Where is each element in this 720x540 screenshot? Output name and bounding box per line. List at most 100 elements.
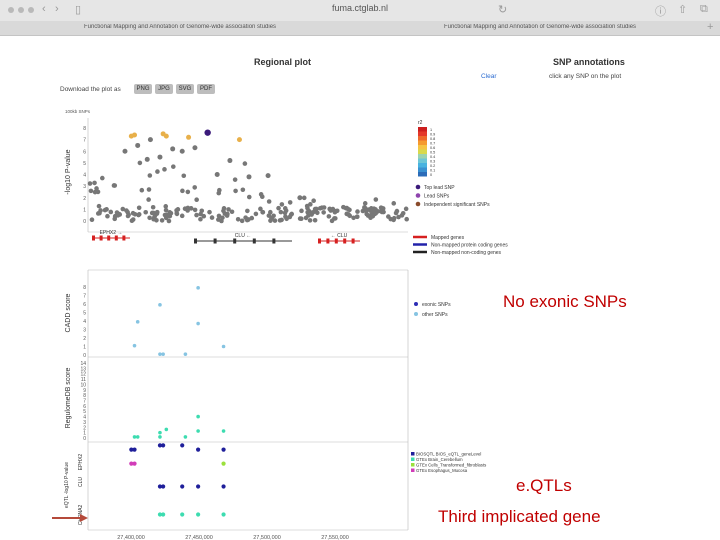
eqtl-point[interactable] — [157, 512, 163, 517]
snp-point[interactable] — [354, 214, 360, 220]
snp-point[interactable] — [147, 215, 152, 221]
snp-point[interactable] — [239, 218, 245, 224]
pvalue-snp-point[interactable] — [122, 148, 128, 154]
snp-point[interactable] — [245, 208, 250, 214]
snp-point[interactable] — [92, 189, 98, 195]
snp-point[interactable] — [120, 206, 126, 212]
snp-point[interactable] — [188, 206, 194, 211]
snp-point[interactable] — [344, 205, 350, 211]
snp-point[interactable] — [332, 208, 337, 214]
tab-fuma-1[interactable]: Functional Mapping and Annotation of Gen… — [83, 24, 277, 30]
window-close-button[interactable] — [8, 7, 14, 13]
snp-point[interactable] — [399, 213, 405, 218]
snp-point[interactable] — [394, 208, 400, 214]
snp-point[interactable] — [98, 208, 103, 213]
snp-point[interactable] — [355, 209, 360, 214]
snp-point[interactable] — [225, 211, 230, 217]
snp-point[interactable] — [174, 208, 179, 213]
snp-point[interactable] — [276, 205, 281, 211]
snp-point[interactable] — [163, 207, 169, 213]
snp-point[interactable] — [112, 183, 118, 188]
snp-point[interactable] — [259, 194, 265, 200]
snp-point[interactable] — [391, 217, 396, 223]
tab-fuma-2[interactable]: Functional Mapping and Annotation of Gen… — [443, 24, 637, 30]
cadd-snp-point[interactable] — [158, 352, 162, 356]
snp-point[interactable] — [216, 217, 221, 222]
regulomedb-snp-point[interactable] — [135, 435, 140, 439]
snp-point[interactable] — [351, 215, 356, 221]
snp-point[interactable] — [126, 212, 131, 218]
snp-point[interactable] — [149, 210, 155, 216]
pvalue-snp-point[interactable] — [265, 173, 271, 179]
snp-point[interactable] — [400, 211, 406, 216]
snp-point[interactable] — [229, 209, 235, 215]
snp-point[interactable] — [167, 213, 173, 219]
snp-point[interactable] — [171, 164, 176, 169]
snp-point[interactable] — [372, 211, 377, 217]
snp-point[interactable] — [332, 209, 338, 215]
snp-point[interactable] — [192, 185, 198, 190]
snp-point[interactable] — [216, 213, 222, 219]
snp-point[interactable] — [94, 186, 99, 191]
snp-point[interactable] — [287, 214, 293, 220]
snp-point[interactable] — [379, 209, 385, 214]
snp-point[interactable] — [151, 210, 156, 216]
snp-point[interactable] — [268, 209, 273, 215]
snp-point[interactable] — [143, 209, 149, 215]
snp-point[interactable] — [147, 173, 153, 178]
regulomedb-snp-point[interactable] — [158, 435, 162, 439]
snp-point[interactable] — [219, 218, 224, 224]
snp-point[interactable] — [246, 217, 251, 222]
snp-point[interactable] — [317, 205, 323, 211]
snp-point[interactable] — [194, 212, 199, 218]
cadd-snp-point[interactable] — [221, 344, 226, 349]
snp-point[interactable] — [146, 197, 151, 202]
snp-point[interactable] — [105, 213, 110, 219]
snp-point[interactable] — [365, 213, 371, 218]
snp-point[interactable] — [363, 208, 368, 213]
snp-point[interactable] — [368, 215, 373, 221]
snp-point[interactable] — [146, 187, 152, 192]
eqtl-point[interactable] — [221, 447, 226, 452]
snp-point[interactable] — [298, 216, 304, 221]
forward-icon[interactable]: › — [55, 3, 59, 15]
snp-point[interactable] — [362, 205, 367, 210]
snp-point[interactable] — [277, 218, 283, 223]
back-icon[interactable]: ‹ — [42, 3, 46, 15]
snp-point[interactable] — [371, 206, 377, 211]
snp-point[interactable] — [354, 214, 360, 220]
eqtl-point[interactable] — [221, 484, 226, 489]
snp-point[interactable] — [368, 206, 374, 211]
snp-point[interactable] — [95, 189, 101, 195]
cadd-snp-point[interactable] — [132, 343, 137, 348]
snp-point[interactable] — [283, 214, 288, 219]
snp-point[interactable] — [289, 211, 295, 217]
sidebar-icon[interactable]: ▯ — [75, 4, 82, 16]
snp-point[interactable] — [272, 218, 278, 223]
snp-point[interactable] — [150, 204, 156, 210]
pvalue-snp-point[interactable] — [144, 156, 150, 162]
snp-point[interactable] — [175, 207, 181, 212]
snp-point[interactable] — [258, 206, 263, 212]
pvalue-snp-point[interactable] — [128, 133, 134, 139]
snp-point[interactable] — [115, 213, 121, 218]
snp-point[interactable] — [380, 206, 386, 211]
download-pdf-button[interactable]: PDF — [197, 84, 215, 94]
share-icon[interactable]: ⇧ — [678, 4, 688, 16]
snp-point[interactable] — [174, 211, 180, 217]
eqtl-point[interactable] — [132, 447, 137, 452]
eqtl-point[interactable] — [180, 443, 185, 448]
info-icon[interactable]: ⓘ — [655, 6, 666, 18]
pvalue-snp-point[interactable] — [170, 146, 176, 152]
snp-point[interactable] — [136, 212, 142, 217]
snp-point[interactable] — [154, 217, 159, 223]
snp-point[interactable] — [242, 161, 248, 166]
eqtl-point[interactable] — [180, 512, 185, 517]
snp-point[interactable] — [179, 213, 185, 219]
cadd-snp-point[interactable] — [196, 286, 200, 290]
pvalue-snp-point[interactable] — [132, 132, 138, 138]
snp-point[interactable] — [304, 203, 310, 209]
snp-point[interactable] — [174, 210, 180, 216]
pvalue-snp-point[interactable] — [246, 174, 252, 180]
snp-point[interactable] — [198, 211, 203, 217]
